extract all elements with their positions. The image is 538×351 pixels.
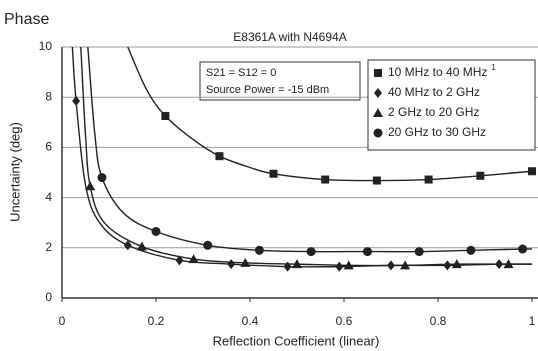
marker [476,171,485,180]
marker [123,240,132,251]
marker [528,167,536,176]
marker [400,260,411,270]
marker [335,261,344,272]
y-tick-label: 4 [45,190,52,204]
legend-marker [373,128,383,138]
x-tick-label: 0.6 [336,314,353,328]
x-tick-label: 0.2 [148,314,165,328]
x-tick-label: 0.8 [430,314,447,328]
marker [443,260,452,271]
marker [451,259,462,269]
y-axis-label: Uncertainty (deg) [7,122,22,222]
marker [372,176,381,185]
marker [343,260,354,270]
marker [175,255,184,266]
marker [292,259,302,269]
marker [215,152,224,161]
chart-title: Phase [4,11,49,28]
marker [72,95,81,106]
marker [188,254,199,264]
marker [321,175,330,184]
y-tick-label: 6 [45,140,52,154]
marker [503,259,514,269]
x-tick-label: 0.4 [242,314,259,328]
y-tick-label: 8 [45,89,52,103]
marker [283,261,292,272]
annotation-box [199,61,361,101]
legend-label: 10 MHz to 40 MHz [388,65,487,79]
marker [424,175,433,184]
legend-marker [373,108,383,117]
marker [306,247,316,257]
marker [161,112,170,121]
marker [269,169,278,178]
marker [363,247,372,257]
annotation: Source Power = -15 dBm [206,84,329,96]
plot-area [71,47,536,272]
marker [240,257,251,267]
marker [151,226,161,236]
y-tick-label: 10 [39,39,53,53]
x-axis-label: Reflection Coefficient (linear) [213,333,380,348]
marker [97,173,107,183]
marker [85,181,96,191]
legend-label: 20 GHz to 30 GHz [388,125,486,139]
marker [254,245,264,255]
marker [227,259,236,270]
marker [203,240,213,250]
y-tick-label: 0 [45,290,52,304]
x-tick-label: 0 [59,314,66,328]
legend-marker [374,69,382,77]
legend-box [367,59,536,151]
legend-label: 40 MHz to 2 GHz [388,85,480,99]
legend-marker [374,88,382,98]
marker [518,244,528,254]
marker [466,245,476,255]
chart-subtitle: E8361A with N4694A [233,30,346,44]
x-tick-label: 1 [529,314,536,328]
y-tick-label: 2 [45,240,52,254]
legend-footnote: 1 [491,63,496,72]
annotation: S21 = S12 = 0 [206,67,276,79]
marker [414,247,424,257]
legend-label: 2 GHz to 20 GHz [388,105,479,119]
marker [136,241,147,251]
